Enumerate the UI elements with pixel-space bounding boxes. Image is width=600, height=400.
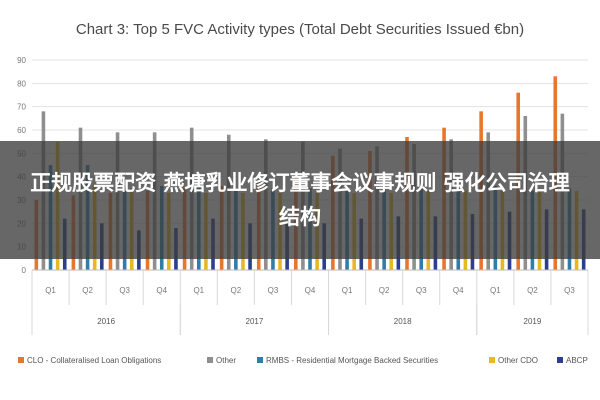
y-tick-label: 70 xyxy=(17,103,26,112)
x-axis: Q1 Q2 Q3 Q4 Q1 Q2 Q3 Q4 Q1 Q2 Q3 Q4 Q1 Q2 Q3 2016 2017 20… xyxy=(31,269,589,335)
overlay-banner: 正规股票配资 燕塘乳业修订董事会议事规则 强化公司治理结构 xyxy=(0,141,600,259)
x-tick-label: Q1 xyxy=(193,286,204,295)
x-tick-label: Q4 xyxy=(453,286,464,295)
x-tick-label: Q1 xyxy=(342,286,353,295)
year-label: 2019 xyxy=(524,317,542,326)
x-tick-label: Q2 xyxy=(82,286,93,295)
x-tick-label: Q3 xyxy=(564,286,575,295)
legend-swatch xyxy=(489,357,495,363)
x-tick-label: Q3 xyxy=(119,286,130,295)
y-tick-label: 80 xyxy=(17,79,26,88)
year-label: 2018 xyxy=(394,317,412,326)
legend-label: RMBS - Residential Mortgage Backed Secur… xyxy=(266,356,438,365)
x-tick-label: Q4 xyxy=(156,286,167,295)
x-tick-label: Q2 xyxy=(231,286,242,295)
legend-label: Other CDO xyxy=(498,356,538,365)
legend: CLO - Collateralised Loan Obligations Oth… xyxy=(18,356,588,365)
legend-label: Other xyxy=(216,356,236,365)
legend-swatch xyxy=(207,357,213,363)
overlay-headline: 正规股票配资 燕塘乳业修订董事会议事规则 强化公司治理结构 xyxy=(30,171,570,229)
x-tick-label: Q1 xyxy=(490,286,501,295)
year-label: 2016 xyxy=(97,317,115,326)
legend-swatch xyxy=(18,357,24,363)
y-tick-label: 60 xyxy=(17,126,26,135)
legend-swatch xyxy=(557,357,563,363)
x-tick-label: Q2 xyxy=(379,286,390,295)
y-tick-label: 0 xyxy=(22,266,27,275)
y-tick-label: 90 xyxy=(17,56,26,65)
chart-title: Chart 3: Top 5 FVC Activity types (Total… xyxy=(76,21,524,38)
legend-label: CLO - Collateralised Loan Obligations xyxy=(27,356,161,365)
year-label: 2017 xyxy=(246,317,264,326)
x-tick-label: Q3 xyxy=(268,286,279,295)
x-tick-label: Q2 xyxy=(527,286,538,295)
x-tick-label: Q4 xyxy=(305,286,316,295)
legend-swatch xyxy=(257,357,263,363)
x-tick-label: Q1 xyxy=(45,286,56,295)
legend-label: ABCP xyxy=(566,356,588,365)
x-tick-label: Q3 xyxy=(416,286,427,295)
